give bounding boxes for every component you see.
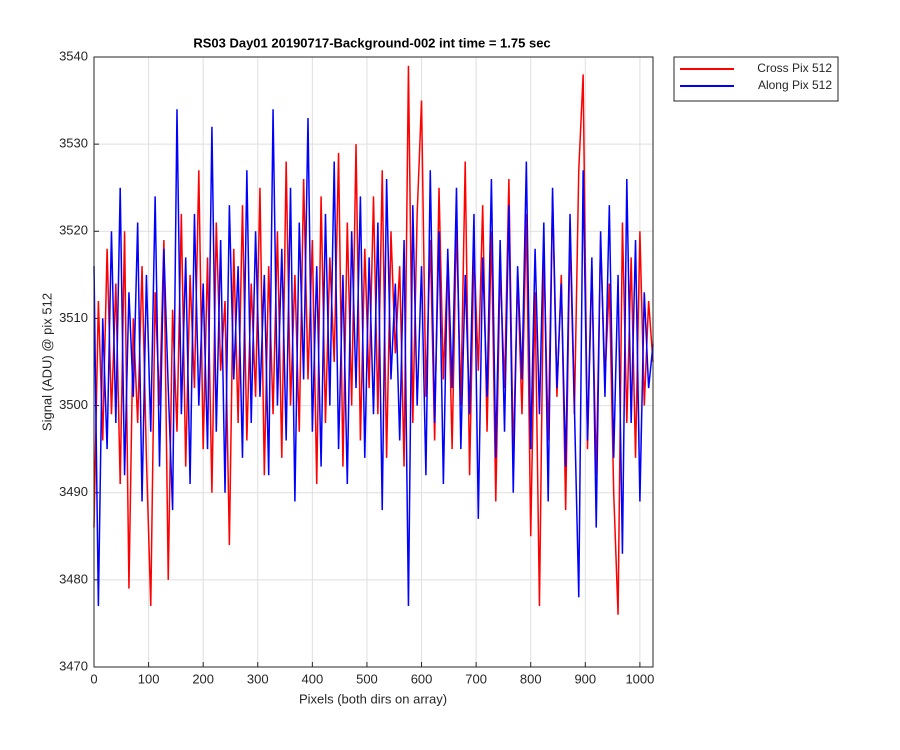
y-tick-label: 3470 <box>59 658 88 673</box>
x-axis-label: Pixels (both dirs on array) <box>299 691 447 706</box>
x-tick-label: 800 <box>520 671 542 686</box>
x-tick-label: 300 <box>247 671 269 686</box>
y-tick-label: 3510 <box>59 310 88 325</box>
y-tick-label: 3540 <box>59 48 88 63</box>
x-tick-label: 900 <box>574 671 596 686</box>
x-tick-label: 1000 <box>625 671 654 686</box>
data-line <box>93 109 654 607</box>
y-tick-label: 3480 <box>59 571 88 586</box>
legend-label: Cross Pix 512 <box>757 61 832 75</box>
x-tick-label: 400 <box>302 671 324 686</box>
x-tick-label: 0 <box>90 671 97 686</box>
y-tick-label: 3520 <box>59 223 88 238</box>
plot-frame <box>93 56 654 668</box>
y-axis-label: Signal (ADU) @ pix 512 <box>39 293 54 431</box>
chart-title: RS03 Day01 20190717-Background-002 int t… <box>193 35 550 50</box>
legend-label: Along Pix 512 <box>758 78 832 92</box>
x-tick-label: 600 <box>411 671 433 686</box>
y-tick-label: 3530 <box>59 136 88 151</box>
x-tick-label: 500 <box>356 671 378 686</box>
x-tick-label: 200 <box>192 671 214 686</box>
x-tick-label: 100 <box>138 671 160 686</box>
legend-box <box>673 56 839 102</box>
y-tick-label: 3490 <box>59 484 88 499</box>
x-tick-label: 700 <box>465 671 487 686</box>
y-tick-label: 3500 <box>59 397 88 412</box>
